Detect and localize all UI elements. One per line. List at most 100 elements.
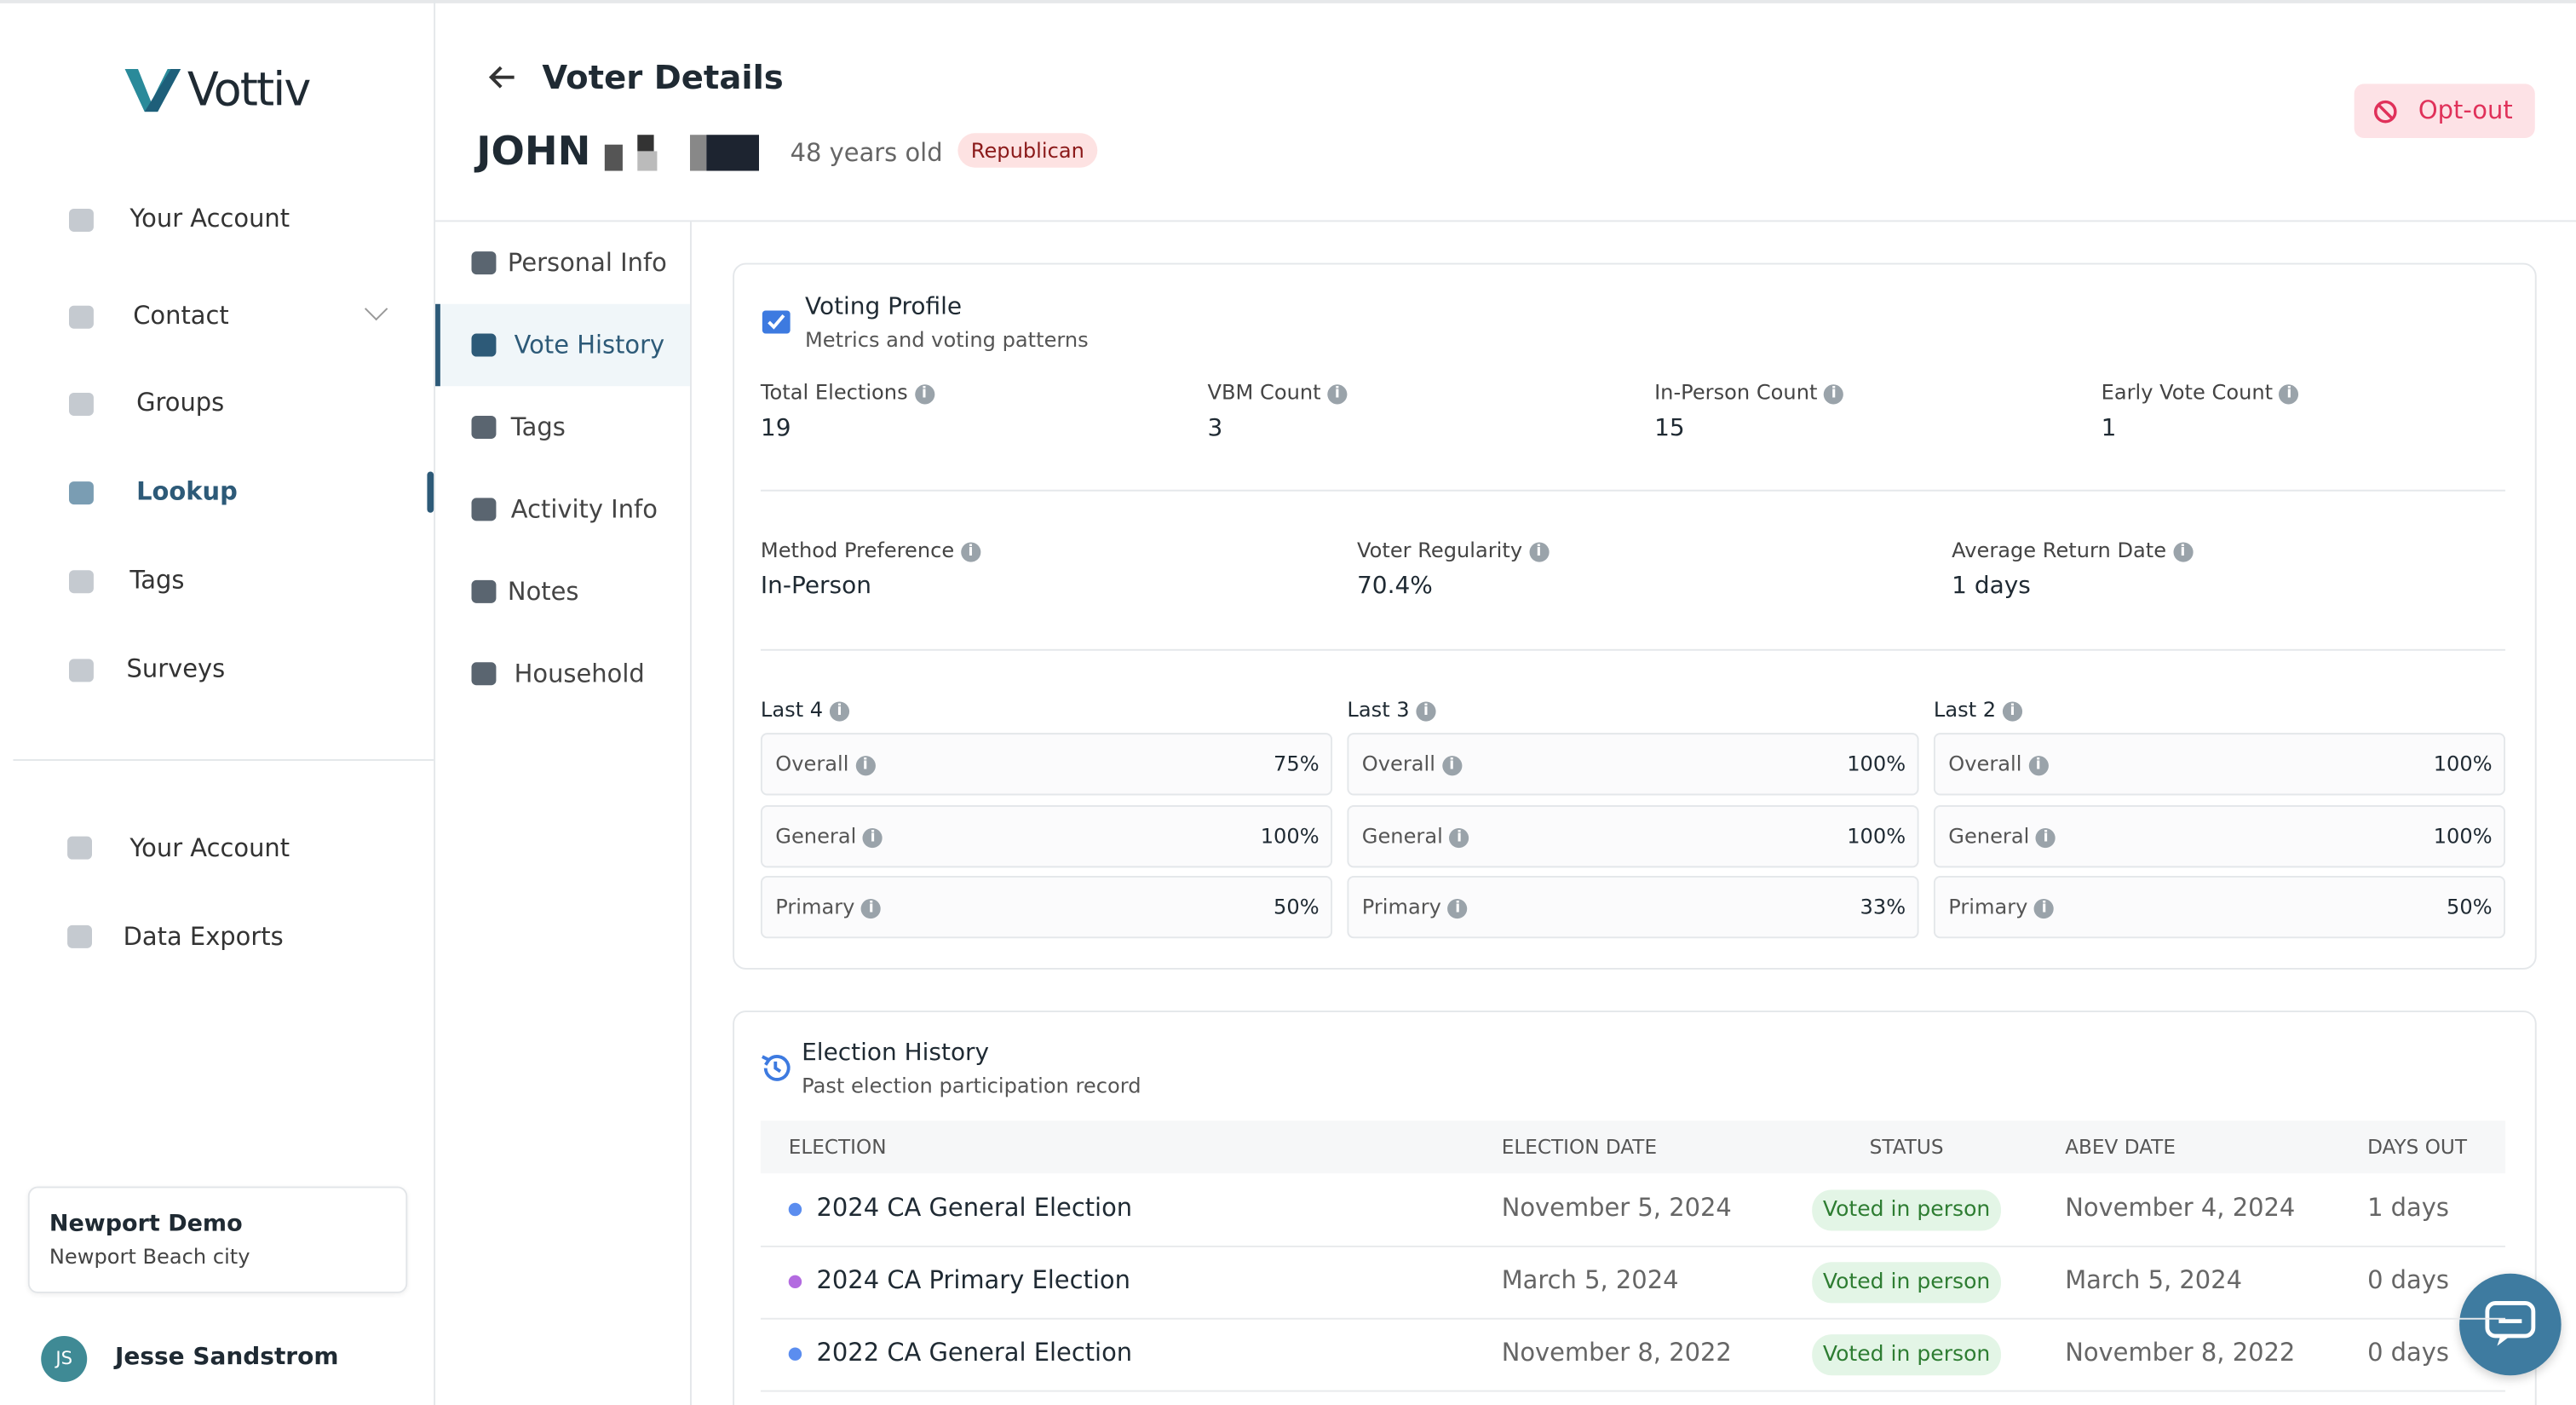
back-arrow[interactable] — [486, 62, 520, 92]
history-icon — [761, 1055, 791, 1081]
divider — [760, 648, 2506, 651]
info-icon[interactable]: i — [2172, 541, 2193, 561]
election-name: 2024 CA General Election — [816, 1193, 1133, 1223]
metric-label: Primary i — [1948, 894, 2055, 918]
tab[interactable]: Household — [514, 659, 645, 689]
nav-item[interactable]: Data Exports — [123, 921, 284, 952]
opt-out-icon — [2373, 100, 2397, 124]
tab[interactable]: Activity Info — [510, 494, 658, 525]
status-dot — [788, 1202, 802, 1217]
icon — [471, 251, 497, 275]
card-title: Election History — [802, 1039, 990, 1067]
info-icon[interactable]: i — [829, 700, 850, 721]
stat-value: 15 — [1654, 415, 1685, 442]
stat-value: 3 — [1207, 415, 1223, 442]
info-icon[interactable]: i — [2036, 827, 2056, 848]
icon — [68, 208, 94, 232]
nav-item[interactable]: Tags — [129, 565, 185, 596]
info-icon[interactable]: i — [1441, 755, 1462, 775]
card-title: Voting Profile — [804, 294, 963, 321]
nav-item[interactable]: Surveys — [126, 654, 226, 684]
stat-value: 1 — [2101, 415, 2117, 442]
metric-value: 75% — [1274, 751, 1320, 776]
cell: 1 days — [2367, 1193, 2449, 1223]
column-header: ABEV DATE — [2065, 1135, 2176, 1159]
info-icon[interactable]: i — [2279, 383, 2299, 404]
header-border — [435, 220, 2576, 222]
info-icon[interactable]: i — [863, 827, 883, 848]
info-icon[interactable]: i — [2034, 898, 2055, 918]
column-header: ELECTION — [788, 1135, 887, 1159]
info-icon[interactable]: i — [1528, 541, 1549, 561]
icon — [68, 392, 94, 416]
info-icon[interactable]: i — [1416, 700, 1436, 721]
opt-out-label: Opt-out — [2418, 95, 2513, 125]
tab[interactable]: Tags — [510, 412, 566, 442]
info-icon[interactable]: i — [1449, 827, 1469, 848]
icon — [471, 415, 497, 439]
icon — [68, 659, 94, 682]
stat-label: Voter Regularity i — [1357, 538, 1549, 562]
info-icon[interactable]: i — [861, 898, 882, 918]
status-badge: Voted in person — [1812, 1262, 2001, 1304]
metric-box — [1347, 805, 1919, 868]
info-icon[interactable]: i — [1447, 898, 1468, 918]
status-badge: Voted in person — [1812, 1189, 2001, 1231]
icon — [471, 498, 497, 521]
cell: November 4, 2024 — [2065, 1193, 2296, 1223]
column-header: ELECTION DATE — [1501, 1135, 1658, 1159]
stat-label: Total Elections i — [761, 380, 934, 404]
age: 48 years old — [790, 138, 943, 168]
stat-value: In-Person — [760, 573, 871, 600]
metric-value: 100% — [1847, 751, 1906, 776]
info-icon[interactable]: i — [960, 541, 981, 561]
info-icon[interactable]: i — [914, 383, 934, 404]
tab[interactable]: Personal Info — [507, 248, 667, 278]
tab[interactable]: Vote History — [514, 330, 665, 360]
tab[interactable]: Notes — [507, 576, 579, 607]
metric-value: 100% — [1260, 823, 1320, 849]
icon — [471, 662, 497, 686]
cell: March 5, 2024 — [2065, 1265, 2243, 1295]
metric-value: 100% — [2433, 823, 2493, 849]
cell: 0 days — [2367, 1337, 2449, 1368]
metric-box — [1933, 875, 2506, 939]
cell: March 5, 2024 — [1501, 1265, 1679, 1295]
chat-button[interactable] — [2459, 1273, 2562, 1376]
divider — [760, 489, 2506, 492]
sidebar-border — [434, 0, 436, 1405]
info-icon[interactable]: i — [2002, 700, 2023, 721]
info-icon[interactable]: i — [1327, 383, 1348, 404]
stat-value: 19 — [760, 415, 791, 442]
page-title: Voter Details — [542, 57, 784, 97]
column-header: STATUS — [1869, 1135, 1944, 1159]
info-icon[interactable]: i — [1824, 383, 1844, 404]
stat-label: Early Vote Count i — [2102, 380, 2299, 404]
voter-name: JOHN — [476, 128, 591, 175]
stat-label: Method Preference i — [761, 538, 981, 562]
nav-item[interactable]: Your Account — [129, 832, 290, 863]
nav-item[interactable]: Lookup — [136, 476, 238, 507]
icon — [68, 570, 94, 594]
org-card[interactable] — [27, 1186, 408, 1293]
cell: November 5, 2024 — [1501, 1193, 1732, 1223]
logo-mark — [124, 69, 181, 112]
nav-item[interactable]: Groups — [136, 388, 225, 417]
brand: Vottiv — [187, 62, 311, 117]
tabs-border — [689, 222, 692, 1405]
nav-item[interactable]: Contact — [133, 300, 229, 331]
info-icon[interactable]: i — [855, 755, 876, 775]
avatar[interactable]: JS — [41, 1335, 88, 1382]
card-subtitle: Metrics and voting patterns — [804, 326, 1089, 352]
party-badge: Republican — [957, 133, 1098, 168]
metric-box — [760, 875, 1333, 939]
row-divider — [760, 1317, 2506, 1320]
nav-item[interactable]: Your Account — [129, 204, 290, 233]
election-name: 2024 CA Primary Election — [816, 1265, 1130, 1295]
info-icon[interactable]: i — [2028, 755, 2049, 775]
profile-card — [733, 262, 2537, 970]
